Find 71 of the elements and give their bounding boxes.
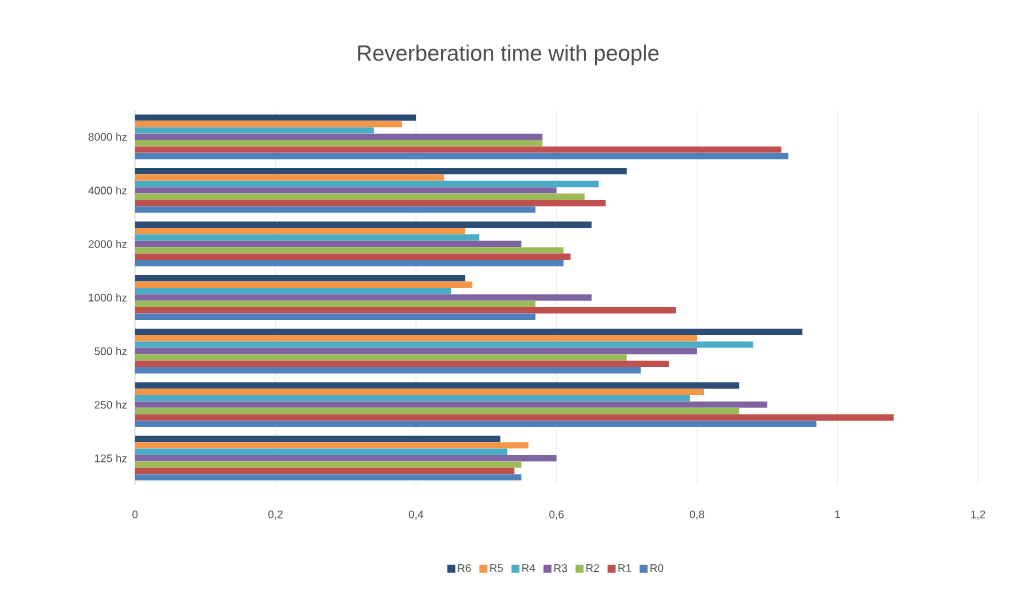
bar (135, 347, 698, 355)
bar (135, 187, 557, 194)
bar (135, 174, 445, 181)
bar (135, 281, 473, 288)
bar (135, 448, 508, 456)
x-tick-label: 1,2 (971, 510, 986, 520)
bar (135, 167, 627, 175)
y-tick-label: 1000 hz (88, 293, 127, 302)
bar (135, 307, 676, 314)
bar (135, 367, 641, 374)
legend-label: R4 (522, 564, 536, 572)
bar (135, 401, 768, 408)
bar (135, 455, 557, 462)
bar (135, 388, 705, 396)
bar (135, 180, 599, 188)
bar (135, 287, 452, 295)
legend-label: R1 (618, 564, 632, 572)
bar (135, 199, 606, 207)
bar (135, 382, 740, 389)
bar (135, 206, 536, 213)
x-tick-label: 0,2 (268, 510, 283, 520)
chart-title: Reverberation time with people (358, 44, 659, 66)
bar (135, 139, 543, 147)
bar (135, 420, 817, 428)
bar (135, 341, 754, 348)
bar (135, 395, 690, 402)
bar (135, 300, 536, 308)
bar (135, 133, 543, 140)
bar (135, 407, 740, 415)
bar (135, 253, 571, 260)
legend-label: R0 (650, 564, 664, 572)
x-tick-label: 0,4 (408, 510, 424, 520)
bar (135, 259, 564, 267)
x-tick-label: 1 (835, 510, 841, 519)
bar (135, 442, 529, 449)
x-tick-label: 0 (132, 510, 138, 519)
legend-label: R6 (458, 564, 471, 572)
bar (135, 152, 789, 160)
y-tick-label: 4000 hz (88, 186, 127, 195)
bar (135, 247, 564, 254)
bar (135, 227, 466, 235)
bar (135, 146, 782, 153)
bar (135, 240, 522, 248)
bar (135, 467, 515, 475)
bar (135, 275, 466, 282)
bar (135, 414, 894, 421)
x-tick-label: 0,8 (689, 510, 705, 520)
legend-label: R5 (490, 564, 503, 572)
y-tick-label: 500 hz (94, 347, 127, 356)
bar (135, 335, 698, 342)
legend-label: R2 (586, 564, 600, 572)
bar (135, 127, 374, 134)
bar (135, 221, 592, 228)
legend-label: R3 (554, 564, 568, 572)
bar (135, 193, 585, 200)
y-tick-label: 125 hz (95, 454, 127, 463)
bar (135, 328, 803, 336)
y-tick-label: 2000 hz (88, 239, 127, 248)
bar (135, 360, 669, 368)
bar (135, 313, 536, 320)
bar (135, 435, 501, 443)
bar (135, 120, 402, 128)
bar (135, 294, 592, 301)
y-tick-label: 8000 hz (88, 132, 127, 141)
bar (135, 461, 522, 468)
bar (135, 354, 627, 361)
bar (135, 114, 417, 121)
bar (135, 474, 522, 481)
y-tick-label: 250 hz (94, 400, 127, 409)
bar (135, 234, 480, 241)
x-tick-label: 0,6 (549, 510, 564, 520)
